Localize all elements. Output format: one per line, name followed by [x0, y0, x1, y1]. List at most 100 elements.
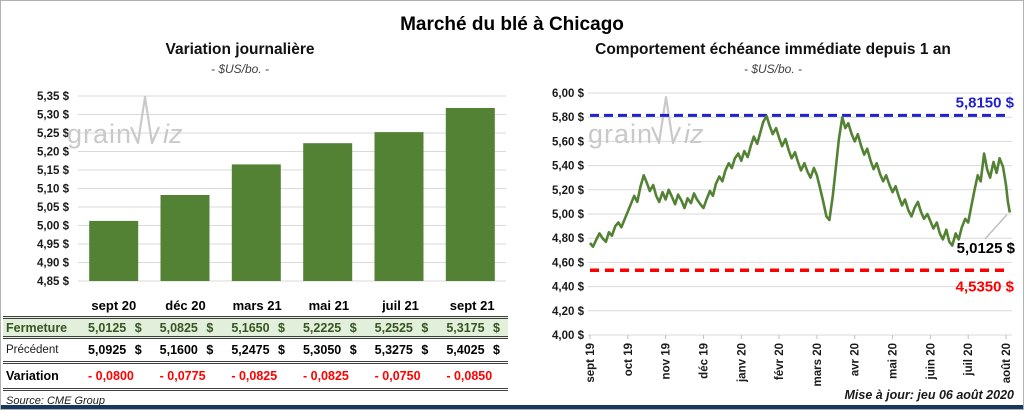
watermark-text: grain: [67, 119, 132, 149]
cell-value: - 0,0750: [374, 369, 421, 383]
y-tick-label: 5,30 $: [37, 110, 70, 122]
watermark-logo-icon: [129, 95, 161, 145]
cell-value: 5,2475: [231, 343, 270, 357]
cell-unit: $: [278, 320, 285, 335]
cell-unit: $: [421, 343, 429, 357]
table-cell: - 0,0850: [436, 369, 508, 383]
watermark-text: iz: [163, 119, 183, 149]
y-tick-label: 5,20 $: [552, 185, 585, 197]
y-tick-label: 4,20 $: [552, 306, 585, 318]
y-tick-label: 4,00 $: [552, 330, 585, 342]
x-tick-label: août 20: [1001, 343, 1013, 383]
table-row-prev: Précédent 5,0925 $5,1600 $5,2475 $5,3050 $5,3…: [3, 339, 508, 364]
x-tick-label: mai 20: [888, 343, 900, 379]
cell-unit: $: [493, 343, 500, 357]
cell-value: 5,0925: [88, 343, 127, 357]
cell-unit: $: [134, 343, 142, 357]
table-cell: 5,2525 $: [365, 321, 437, 335]
table-cell: 5,0125 $: [78, 321, 150, 335]
cell-unit: $: [349, 320, 357, 335]
row-label: Précédent: [6, 344, 59, 356]
y-tick-label: 4,80 $: [552, 233, 585, 245]
y-tick-label: 4,60 $: [552, 257, 585, 269]
cell-value: 5,1650: [231, 320, 270, 335]
cell-unit: $: [493, 320, 500, 335]
cell-unit: $: [134, 320, 142, 335]
x-tick-label: déc 19: [698, 343, 710, 379]
y-tick-label: 4,85 $: [37, 276, 70, 288]
bar-chart-subtitle: - $US/bo. -: [210, 62, 270, 76]
table-cell: 5,3175 $: [436, 321, 508, 335]
table-cell: - 0,0750: [365, 369, 437, 383]
x-tick-label: oct 19: [623, 343, 635, 376]
cell-value: - 0,0825: [231, 369, 278, 383]
y-tick-label: 5,35 $: [37, 91, 70, 103]
cell-value: - 0,0775: [159, 369, 206, 383]
y-tick-label: 5,00 $: [552, 209, 585, 221]
line-chart-subtitle: - $US/bo. -: [743, 62, 803, 76]
table-cell: - 0,0800: [78, 369, 150, 383]
bar-mai-21: [303, 143, 353, 281]
cell-unit: $: [206, 320, 214, 335]
x-tick-label: avr 20: [850, 343, 862, 376]
cell-value: - 0,0825: [302, 369, 349, 383]
callout-line: [984, 213, 1008, 240]
cell-value: 5,2525: [374, 320, 413, 335]
bar-mars-21: [231, 164, 281, 281]
x-tick-label: janv 20: [736, 343, 748, 383]
column-header: sept 20: [91, 298, 137, 313]
bar-sept-20: [89, 220, 139, 281]
table-cell: 5,2475 $: [221, 343, 293, 357]
cell-unit: $: [206, 343, 214, 357]
x-tick-label: juin 20: [925, 343, 937, 380]
line-chart-title: Comportement échéance immédiate depuis 1…: [595, 41, 951, 58]
y-tick-label: 5,80 $: [552, 112, 585, 124]
y-tick-label: 5,60 $: [552, 136, 585, 148]
table-cell: 5,4025 $: [436, 343, 508, 357]
column-header: juil 21: [382, 298, 419, 313]
table-cell: - 0,0825: [221, 369, 293, 383]
watermark-text: grain: [588, 119, 653, 149]
cell-value: 5,0825: [159, 320, 198, 335]
cell-value: 5,0125: [88, 320, 127, 335]
cell-unit: $: [421, 320, 429, 335]
cell-unit: $: [278, 343, 285, 357]
cell-unit: $: [349, 343, 357, 357]
row-label: Variation: [6, 369, 59, 383]
y-tick-label: 5,40 $: [552, 161, 585, 173]
column-header: sept 21: [449, 298, 495, 313]
table-cell: 5,0925 $: [78, 343, 150, 357]
table-cell: 5,1600 $: [150, 343, 222, 357]
x-tick-label: juil 20: [963, 343, 975, 377]
column-header: déc 20: [165, 298, 206, 313]
cell-value: 5,3050: [302, 343, 342, 357]
table-row-var: Variation - 0,0800 - 0,0775 - 0,0825 - 0,082…: [3, 364, 508, 391]
bar-chart-title: Variation journalière: [165, 41, 315, 58]
table-cell: - 0,0825: [293, 369, 365, 383]
row-label: Fermeture: [6, 320, 68, 335]
y-tick-label: 4,90 $: [37, 258, 70, 270]
x-tick-label: nov 19: [661, 343, 673, 379]
max-line-label: 5,8150 $: [956, 94, 1015, 111]
column-header: mai 21: [308, 298, 350, 313]
last-point-label: 5,0125 $: [957, 240, 1016, 257]
watermark-logo-icon: [650, 95, 682, 145]
cell-value: 5,4025: [446, 343, 485, 357]
y-tick-label: 5,05 $: [37, 202, 70, 214]
y-tick-label: 5,00 $: [37, 221, 70, 233]
y-tick-label: 4,95 $: [37, 239, 70, 251]
x-tick-label: sept 19: [585, 343, 597, 383]
y-tick-label: 6,00 $: [552, 88, 585, 100]
table-header-row: sept 20 déc 20 mars 21 mai 21 juil 21 sept 21: [3, 295, 508, 316]
bar-juil-21: [374, 132, 424, 281]
table-cell: - 0,0775: [150, 369, 222, 383]
bar-déc-20: [160, 195, 210, 281]
column-header: mars 21: [232, 298, 282, 313]
bottom-accent-bar: [1, 405, 1023, 409]
y-tick-label: 5,10 $: [37, 184, 70, 196]
page-title: Marché du blé à Chicago: [400, 14, 624, 35]
table-cell: 5,1650 $: [221, 321, 293, 335]
table-cell: 5,0825 $: [150, 321, 222, 335]
